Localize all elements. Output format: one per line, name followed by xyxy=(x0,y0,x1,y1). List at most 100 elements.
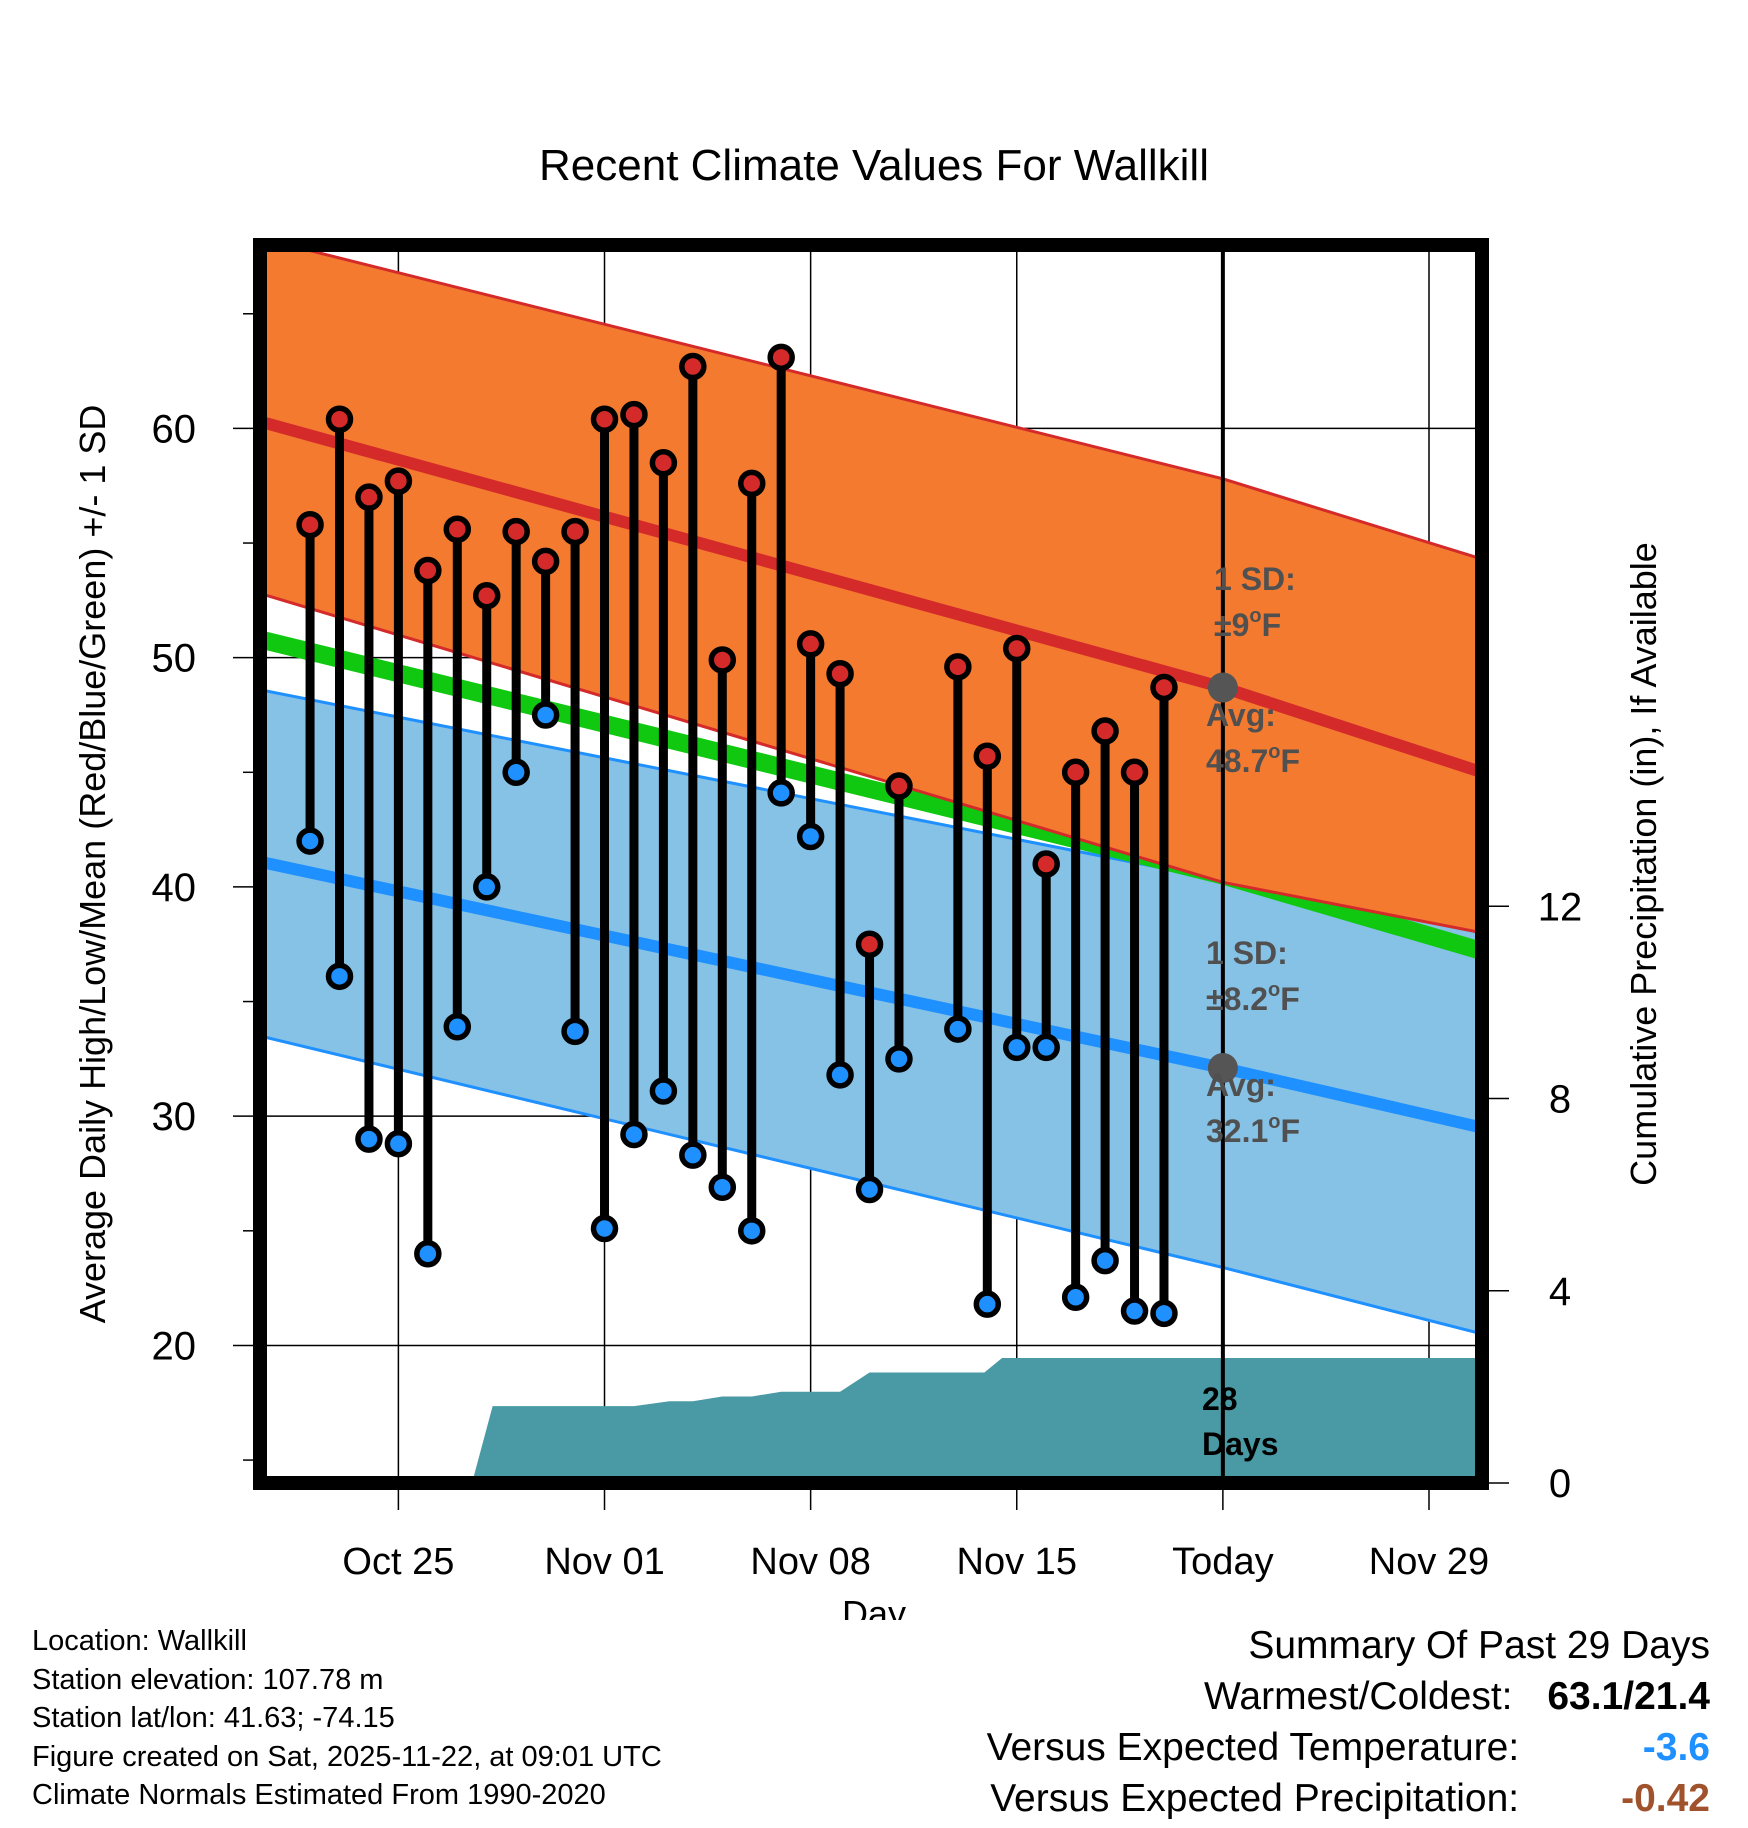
daily-low-point xyxy=(355,1125,383,1153)
daily-high-point xyxy=(590,405,619,433)
info-elevation: Station elevation: 107.78 m xyxy=(32,1663,384,1696)
daily-low-point xyxy=(737,1217,766,1245)
daily-low-point xyxy=(796,822,825,851)
y-tick-label: 50 xyxy=(152,637,197,681)
high-sd-annotation: 1 SD: ±9oF xyxy=(1214,561,1296,643)
y-tick-label: 60 xyxy=(152,407,197,451)
daily-high-point xyxy=(708,646,737,674)
y2-tick-label: 0 xyxy=(1549,1462,1571,1506)
high-avg-annotation: Avg: 48.7oF xyxy=(1206,697,1300,779)
low-avg-today-marker xyxy=(1207,1053,1238,1084)
x-tick-label: Nov 08 xyxy=(750,1541,870,1583)
daily-high-point xyxy=(1003,634,1031,663)
daily-low-point xyxy=(590,1214,619,1243)
climate-chart: Recent Climate Values For Wallkill 20 30 4… xyxy=(72,141,1664,1620)
daily-low-point xyxy=(414,1239,442,1268)
high-avg-today-marker xyxy=(1207,672,1238,703)
temp-anomaly-value: -3.6 xyxy=(1642,1726,1710,1769)
info-normals: Climate Normals Estimated From 1990-2020 xyxy=(32,1779,606,1811)
daily-low-point xyxy=(561,1017,589,1046)
daily-low-point xyxy=(472,873,501,901)
x-tick-label: Nov 15 xyxy=(957,1541,1077,1583)
low-sd-line1: 1 SD: xyxy=(1206,935,1288,971)
daily-low-point xyxy=(325,962,354,991)
daily-high-point xyxy=(531,547,560,576)
daily-high-point xyxy=(944,653,972,681)
days-word: Days xyxy=(1202,1426,1279,1462)
high-avg-line1: Avg: xyxy=(1206,697,1276,733)
daily-low-point xyxy=(1091,1246,1119,1275)
x-tick-label: Nov 01 xyxy=(544,1541,664,1583)
daily-high-point xyxy=(1120,758,1149,787)
y2-tick-label: 8 xyxy=(1549,1078,1571,1122)
daily-high-point xyxy=(796,630,825,658)
info-latlon: Station lat/lon: 41.63; -74.15 xyxy=(32,1702,395,1734)
days-count: 28 xyxy=(1202,1381,1238,1417)
plot-frame xyxy=(253,238,1489,1490)
daily-high-point xyxy=(620,400,648,429)
daily-low-point xyxy=(885,1045,913,1073)
daily-high-point xyxy=(355,483,383,511)
daily-high-point xyxy=(973,742,1002,770)
summary-heading: Summary Of Past 29 Days xyxy=(1248,1624,1710,1667)
daily-low-point xyxy=(384,1129,413,1158)
daily-high-point xyxy=(384,467,413,495)
summary-warm-cold-row: Warmest/Coldest: 63.1/21.4 xyxy=(987,1671,1710,1722)
daily-high-point xyxy=(1091,717,1119,745)
x-tick-label: Nov 29 xyxy=(1369,1541,1489,1583)
y2-tick-label: 12 xyxy=(1538,885,1583,929)
daily-high-point xyxy=(1061,758,1090,787)
daily-high-point xyxy=(855,930,884,958)
daily-high-point xyxy=(472,582,501,610)
high-avg-line2: 48.7oF xyxy=(1206,741,1300,779)
precip-anomaly-label: Versus Expected Precipitation: xyxy=(990,1777,1520,1820)
daily-high-point xyxy=(1150,673,1178,702)
x-tick-label: Today xyxy=(1172,1541,1273,1583)
daily-high-point xyxy=(767,343,795,372)
info-created: Figure created on Sat, 2025-11-22, at 09… xyxy=(32,1740,662,1773)
daily-low-point xyxy=(826,1061,854,1089)
daily-low-point xyxy=(620,1120,648,1149)
daily-high-point xyxy=(649,449,678,477)
daily-low-point xyxy=(855,1175,884,1204)
chart-title: Recent Climate Values For Wallkill xyxy=(539,141,1209,190)
summary-temp-row: Versus Expected Temperature: -3.6 xyxy=(987,1722,1710,1773)
y-tick-label: 30 xyxy=(152,1095,197,1139)
precip-area xyxy=(463,1358,1482,1483)
daily-low-point xyxy=(679,1141,707,1169)
daily-high-point xyxy=(1032,850,1060,878)
daily-low-point xyxy=(296,827,324,855)
daily-high-point xyxy=(737,469,766,498)
y-axis-label: Average Daily High/Low/Mean (Red/Blue/Gr… xyxy=(72,405,113,1324)
high-sd-line2: ±9oF xyxy=(1214,605,1281,643)
x-tick-label: Oct 25 xyxy=(342,1541,454,1583)
low-avg-line2: 32.1oF xyxy=(1206,1111,1300,1149)
daily-high-point xyxy=(325,405,354,433)
high-sd-line1: 1 SD: xyxy=(1214,561,1296,597)
temp-anomaly-label: Versus Expected Temperature: xyxy=(986,1726,1520,1769)
warm-cold-value: 63.1/21.4 xyxy=(1547,1675,1710,1718)
x-axis-label: Day xyxy=(842,1593,906,1620)
daily-low-point xyxy=(531,701,560,729)
daily-low-point xyxy=(767,779,795,807)
daily-high-point xyxy=(885,772,913,800)
summary-precip-row: Versus Expected Precipitation: -0.42 xyxy=(987,1773,1710,1824)
daily-high-point xyxy=(502,517,530,546)
daily-high-point xyxy=(296,510,324,539)
daily-low-point xyxy=(502,758,530,787)
daily-low-point xyxy=(1003,1033,1031,1062)
daily-low-point xyxy=(973,1290,1002,1318)
y2-axis-label: Cumulative Precipitation (in), If Availa… xyxy=(1623,542,1664,1186)
y-tick-label: 40 xyxy=(152,866,197,910)
warm-cold-label: Warmest/Coldest: xyxy=(1204,1675,1513,1718)
low-sd-line2: ±8.2oF xyxy=(1206,979,1300,1017)
days-annotation: 28 Days xyxy=(1202,1381,1279,1462)
daily-low-point xyxy=(944,1015,972,1043)
y2-tick-label: 4 xyxy=(1549,1270,1571,1314)
daily-high-point xyxy=(679,352,707,381)
low-avg-annotation: Avg: 32.1oF xyxy=(1206,1067,1300,1149)
daily-high-point xyxy=(826,659,854,688)
low-sd-annotation: 1 SD: ±8.2oF xyxy=(1206,935,1300,1017)
daily-high-point xyxy=(414,556,442,585)
daily-low-point xyxy=(708,1173,737,1202)
